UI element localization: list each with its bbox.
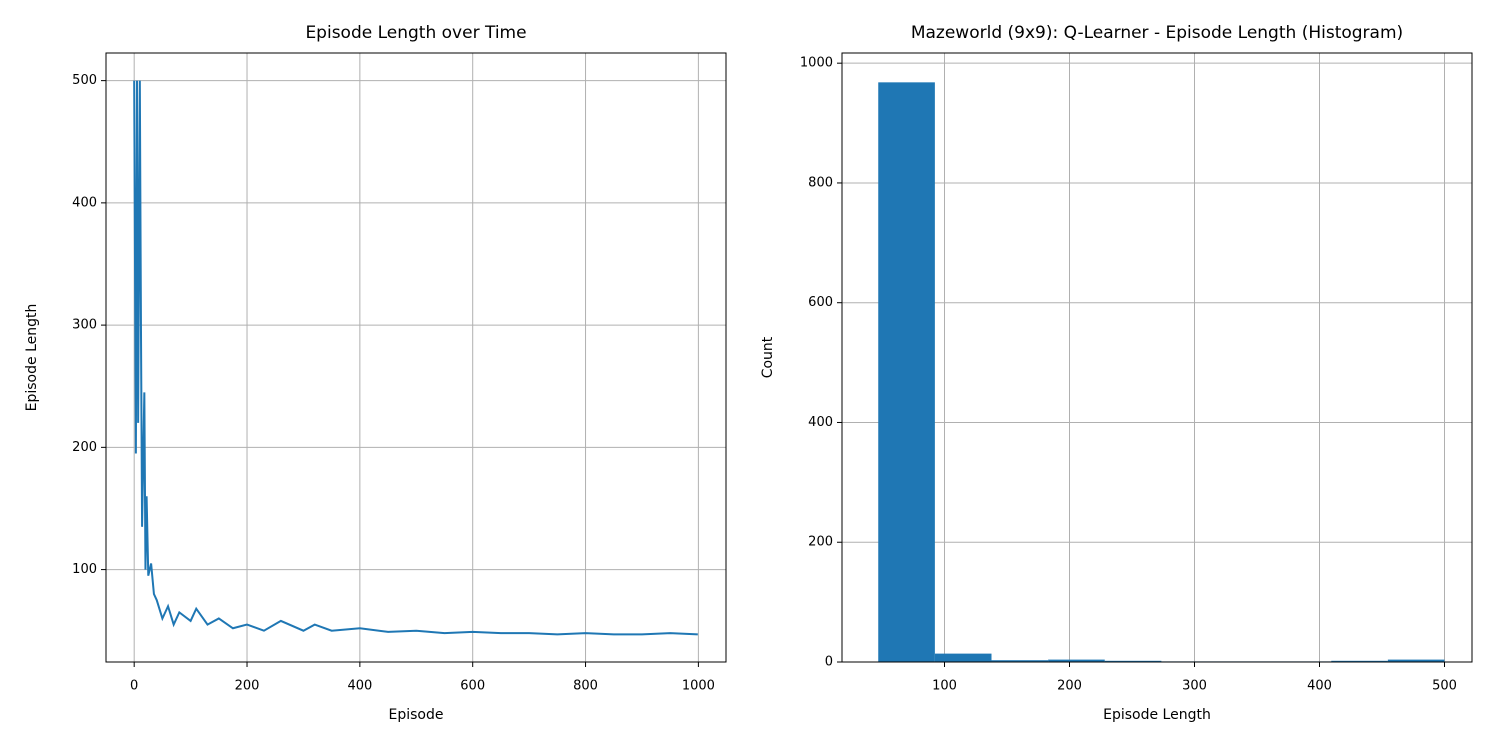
y-tick-label: 300: [72, 318, 97, 333]
y-axis-label: Episode Length: [24, 304, 40, 412]
x-axis-label: Episode: [389, 707, 444, 723]
x-tick-label: 300: [1182, 679, 1207, 694]
histogram-bar: [1104, 660, 1162, 662]
x-tick-label: 500: [1432, 679, 1457, 694]
x-tick-label: 400: [1307, 679, 1332, 694]
x-tick-label: 400: [347, 679, 372, 694]
histogram-bar: [991, 660, 1049, 662]
x-tick-label: 100: [932, 679, 957, 694]
histogram-bar: [878, 82, 935, 663]
x-tick-label: 0: [130, 679, 138, 694]
x-tick-label: 800: [573, 679, 598, 694]
histogram-bar: [1048, 659, 1105, 662]
y-axis-label: Count: [760, 336, 776, 378]
y-tick-label: 800: [808, 175, 833, 190]
y-tick-label: 100: [72, 562, 97, 577]
x-axis-label: Episode Length: [1103, 707, 1211, 723]
y-tick-label: 600: [808, 295, 833, 310]
y-tick-label: 200: [808, 535, 833, 550]
histogram-bar: [1387, 659, 1445, 662]
chart-title: Episode Length over Time: [305, 23, 526, 43]
axes-frame: [841, 52, 1473, 663]
y-tick-label: 500: [72, 73, 97, 88]
line-series: [133, 80, 698, 636]
axes-frame: [105, 52, 727, 663]
histogram-bar: [1331, 660, 1388, 662]
y-tick-label: 200: [72, 440, 97, 455]
y-tick-label: 400: [808, 415, 833, 430]
y-tick-label: 400: [72, 195, 97, 210]
x-tick-label: 200: [235, 679, 260, 694]
x-tick-label: 1000: [682, 679, 715, 694]
x-tick-label: 200: [1057, 679, 1082, 694]
histogram-bar: [934, 653, 992, 662]
chart-title: Mazeworld (9x9): Q-Learner - Episode Len…: [911, 23, 1403, 43]
y-tick-label: 0: [825, 655, 833, 670]
x-tick-label: 600: [460, 679, 485, 694]
y-tick-label: 1000: [800, 56, 833, 71]
